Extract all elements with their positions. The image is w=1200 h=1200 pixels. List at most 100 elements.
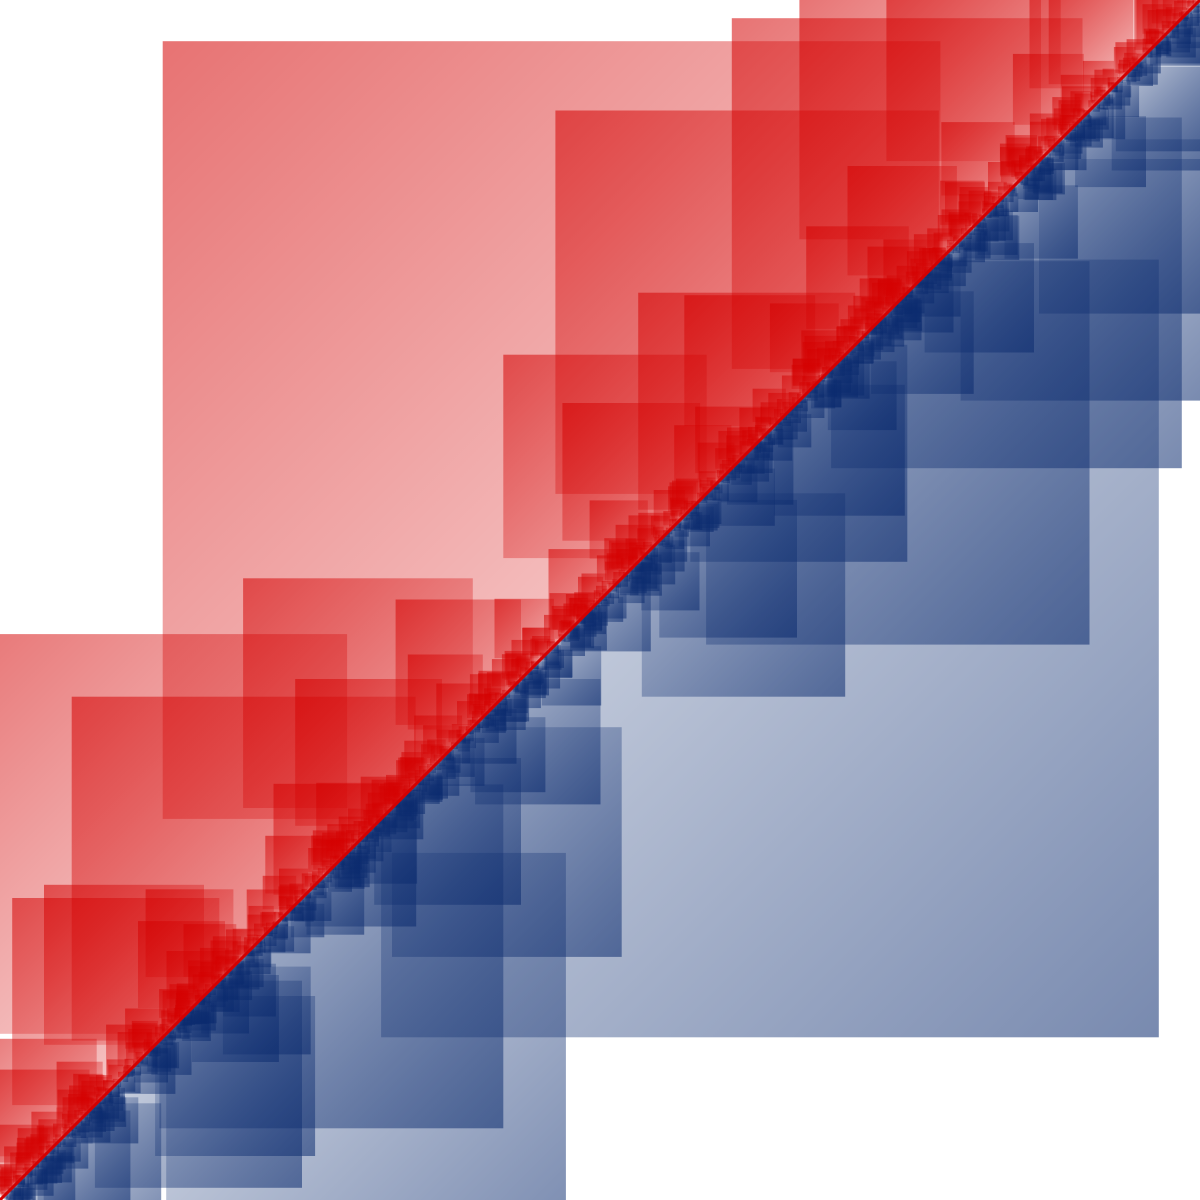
red-square (383, 788, 400, 804)
blue-square (317, 880, 325, 889)
red-square (587, 598, 595, 606)
blue-square (114, 1083, 120, 1089)
red-square (522, 627, 551, 656)
red-square (847, 305, 874, 332)
blue-square (772, 426, 778, 431)
red-square (277, 912, 284, 918)
red-square (89, 1076, 109, 1096)
red-square (304, 876, 316, 887)
red-square (1033, 150, 1043, 160)
blue-square (1040, 157, 1050, 167)
red-square (154, 1026, 166, 1037)
red-square (335, 831, 354, 850)
blue-square (903, 292, 925, 314)
red-square (873, 302, 888, 316)
blue-square (993, 204, 1004, 216)
blue-square (245, 953, 255, 963)
red-square (423, 725, 452, 754)
blue-square (379, 817, 397, 835)
red-square (1000, 161, 1023, 183)
red-square (126, 1065, 132, 1070)
blue-square (396, 800, 412, 817)
red-square (456, 729, 465, 738)
blue-square (1126, 71, 1137, 83)
red-square (1090, 95, 1099, 103)
blue-square (11, 1186, 21, 1197)
red-square (1113, 47, 1136, 69)
red-square (984, 196, 996, 207)
red-square (1057, 123, 1068, 134)
red-square (111, 1080, 117, 1086)
blue-square (163, 1034, 174, 1046)
blue-square (236, 960, 251, 975)
red-square (67, 1110, 80, 1123)
blue-square (1196, 0, 1200, 23)
blue-square (104, 1091, 124, 1111)
blue-square (607, 586, 619, 599)
red-square (576, 614, 584, 622)
blue-square (422, 772, 448, 799)
blue-square (294, 902, 314, 922)
blue-square (787, 409, 794, 416)
blue-square (553, 644, 562, 653)
blue-square (704, 495, 708, 500)
blue-square (77, 1120, 90, 1133)
blue-square (1156, 40, 1172, 57)
red-square (363, 818, 374, 829)
red-square (818, 374, 823, 380)
red-square (601, 581, 614, 593)
blue-square (1171, 24, 1191, 44)
blue-square (152, 1042, 180, 1069)
blue-square (570, 625, 591, 647)
red-square (769, 422, 774, 428)
red-square (515, 657, 531, 673)
red-square (825, 340, 844, 360)
blue-square (1150, 47, 1159, 55)
red-square (629, 542, 645, 559)
blue-square (958, 236, 985, 263)
red-square (1177, 0, 1200, 4)
blue-square (371, 826, 382, 837)
red-square (45, 1145, 51, 1151)
red-square (557, 629, 565, 637)
blue-square (619, 576, 639, 596)
red-square (719, 463, 731, 475)
blue-square (713, 484, 723, 494)
blue-square (688, 506, 714, 532)
blue-square (488, 708, 506, 726)
red-square (716, 470, 725, 478)
red-square (1030, 121, 1057, 149)
blue-square (64, 1133, 69, 1139)
blue-square (942, 252, 951, 260)
red-square (784, 406, 791, 413)
blue-square (1066, 132, 1077, 143)
blue-square (1136, 61, 1144, 69)
blue-square (840, 356, 860, 375)
red-square (351, 833, 360, 842)
red-square (353, 821, 368, 836)
blue-square (282, 916, 288, 923)
blue-square (811, 384, 836, 409)
blue-square (796, 401, 803, 408)
red-square (940, 249, 948, 258)
red-square (1145, 41, 1153, 50)
blue-square (49, 1149, 55, 1155)
red-square (755, 416, 771, 433)
red-square (278, 886, 298, 906)
blue-square (364, 832, 379, 847)
red-square (700, 492, 705, 496)
red-square (593, 600, 598, 605)
blue-square (65, 1129, 73, 1138)
red-square (906, 286, 911, 291)
blue-square (165, 1031, 172, 1038)
red-square (474, 694, 492, 712)
red-square (237, 945, 247, 955)
red-square (706, 477, 716, 487)
red-square (401, 752, 428, 778)
red-square (697, 492, 705, 501)
blue-square (953, 245, 961, 253)
blue-square (884, 313, 898, 327)
blue-square (56, 1137, 89, 1169)
